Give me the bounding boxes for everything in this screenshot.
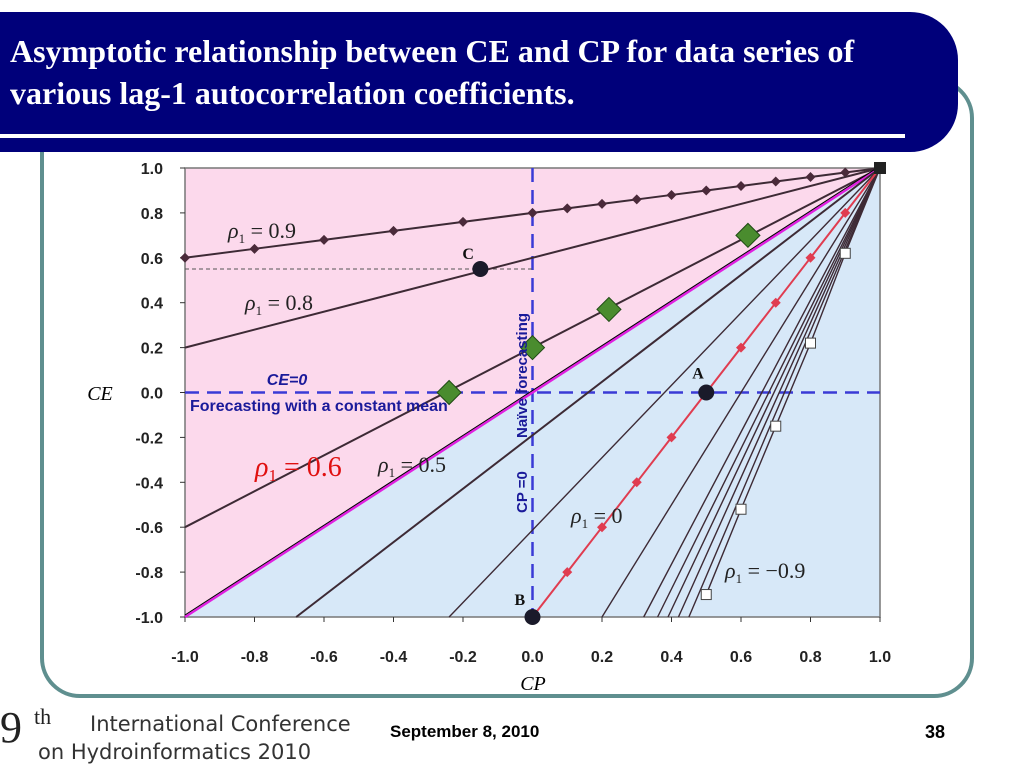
- x-tick-label: 1.0: [869, 649, 891, 666]
- series-marker-rho09: [319, 234, 329, 245]
- series-marker-rho09: [666, 189, 677, 200]
- series-line-rho1-0-8: [184, 167, 881, 349]
- series-line-rho1-0-9: [705, 167, 881, 595]
- family-line: [677, 167, 881, 618]
- series-marker-rho09: [458, 216, 468, 227]
- conference-logo-superscript: th: [34, 704, 52, 729]
- y-tick-label: 0.2: [141, 341, 163, 358]
- x-tick-label: -0.4: [380, 649, 408, 666]
- series-marker-rho09: [249, 243, 260, 254]
- label-rho08: ρ1 = 0.8: [244, 290, 313, 318]
- series-marker-rho09: [388, 225, 399, 236]
- annotation-ce-zero: CE=0: [267, 372, 308, 389]
- green-diamond-marker: [596, 296, 622, 323]
- y-tick-label: -0.6: [135, 520, 163, 537]
- series-marker-rho0: [805, 252, 816, 263]
- convergence-point: [874, 162, 886, 174]
- annotation-cp-zero: CP =0: [514, 471, 531, 513]
- x-tick-label: 0.4: [660, 649, 682, 666]
- family-line: [448, 167, 881, 618]
- page-number: 38: [925, 722, 946, 742]
- y-tick-label: 0.8: [141, 206, 163, 223]
- x-tick-label: -0.8: [241, 649, 269, 666]
- series-marker-rho09: [562, 203, 573, 214]
- y-tick-label: -0.8: [135, 565, 163, 582]
- green-diamond-marker: [735, 222, 761, 249]
- footer-date: September 8, 2010: [390, 722, 540, 741]
- series-marker-rhom09: [735, 503, 747, 515]
- series-marker-rho09: [597, 198, 607, 209]
- series-marker-rho09: [527, 207, 538, 218]
- x-tick-label: 0.6: [730, 649, 752, 666]
- series-marker-rhom09: [700, 589, 712, 601]
- point-label-b: B: [515, 592, 526, 609]
- family-line: [688, 167, 881, 618]
- series-line-rho1-0-6: [184, 166, 881, 619]
- y-axis-label: CE: [87, 383, 113, 405]
- y-tick-label: 0.6: [141, 251, 163, 268]
- series-marker-rho09: [770, 176, 781, 187]
- y-tick-label: 0.4: [141, 296, 163, 313]
- green-diamond-marker: [436, 379, 462, 406]
- point-label-a: A: [692, 366, 704, 383]
- series-marker-rhom09: [805, 337, 816, 349]
- x-tick-label: 0.2: [591, 649, 613, 666]
- slide-title: Asymptotic relationship between CE and C…: [10, 33, 855, 111]
- y-tick-label: -0.4: [135, 475, 163, 492]
- x-axis-label: CP: [520, 673, 546, 695]
- point-a: [698, 384, 715, 401]
- label-rho05: ρ1 = 0.5: [377, 452, 446, 480]
- series-marker-rho0: [770, 297, 781, 308]
- point-b: [524, 609, 541, 625]
- series-marker-rho09: [805, 171, 816, 182]
- annotation-constant-mean: Forecasting with a constant mean: [190, 398, 448, 415]
- family-line: [601, 167, 881, 618]
- annotation-naive: Naïve forecasting: [514, 313, 531, 438]
- title-underline: [0, 134, 905, 138]
- series-marker-rho09: [180, 252, 190, 263]
- label-rho09: ρ1 = 0.9: [227, 218, 296, 246]
- series-marker-rho0: [597, 522, 607, 533]
- green-diamond-marker: [519, 334, 546, 361]
- series-marker-rhom09: [839, 247, 851, 259]
- family-line: [643, 167, 881, 618]
- series-marker-rhom09: [770, 420, 782, 432]
- conference-logo-line1: International Conference: [90, 712, 351, 736]
- family-line: [667, 167, 881, 618]
- y-tick-label: 1.0: [141, 161, 163, 178]
- label-rhom09: ρ1 = −0.9: [724, 558, 805, 586]
- series-marker-rho0: [840, 207, 851, 218]
- point-label-c: C: [462, 246, 474, 263]
- series-marker-rho0: [666, 432, 677, 443]
- y-tick-label: -1.0: [135, 610, 163, 627]
- y-tick-label: 0.0: [141, 386, 163, 403]
- series-marker-rho0: [631, 477, 642, 488]
- series-marker-rho0: [562, 567, 573, 578]
- label-rho0: ρ1 = 0: [570, 503, 622, 531]
- series-marker-rho09: [631, 194, 642, 205]
- series-marker-rho0: [736, 342, 746, 353]
- point-c: [472, 261, 489, 278]
- series-marker-rho09: [701, 185, 712, 196]
- x-tick-label: 0.0: [521, 649, 543, 666]
- x-tick-label: -1.0: [171, 649, 199, 666]
- series-marker-rho09: [736, 180, 746, 191]
- series-marker-rho09: [840, 167, 851, 178]
- series-line-rho06-shadow: [184, 165, 881, 616]
- y-tick-label: -0.2: [135, 430, 163, 447]
- conference-logo-number: 9: [0, 703, 22, 752]
- series-line-rho1-0-9: [184, 167, 881, 259]
- x-tick-label: -0.6: [310, 649, 338, 666]
- x-tick-label: -0.2: [449, 649, 477, 666]
- annotation-vertical-group: CP =0 Naïve forecasting: [514, 313, 531, 513]
- x-tick-label: 0.8: [799, 649, 821, 666]
- label-rho06: ρ1 = 0.6: [254, 452, 342, 485]
- title-banner: [0, 12, 958, 152]
- ce-cp-chart: -1.0 -0.8 -0.6 -0.4 -0.2 0.0 0.2 0.4 0.6 0.8 1.0 1.…: [87, 161, 891, 695]
- conference-logo-line2: on Hydroinformatics 2010: [38, 740, 312, 764]
- series-line-rho1-0-5: [295, 167, 881, 618]
- family-line: [656, 167, 881, 618]
